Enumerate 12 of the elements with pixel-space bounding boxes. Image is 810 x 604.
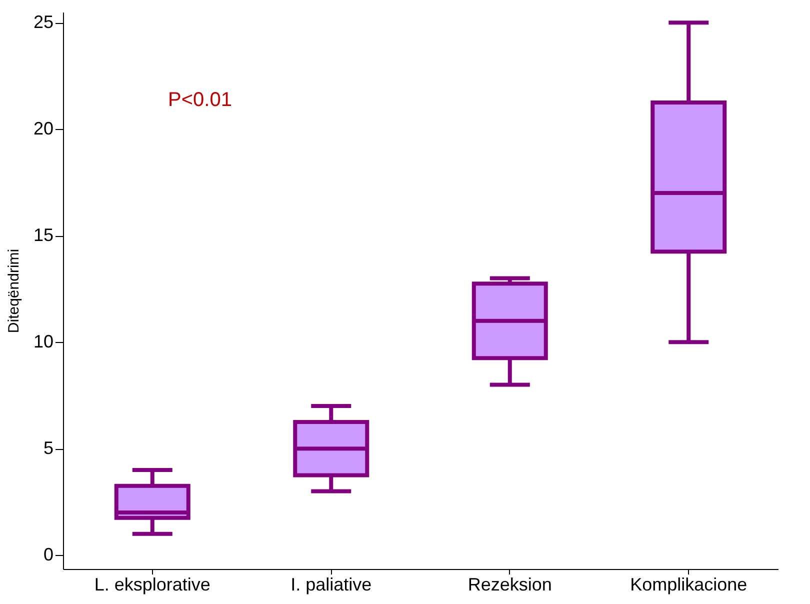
x-tick-label: I. paliative bbox=[290, 574, 372, 594]
annotation: P<0.01 bbox=[168, 89, 232, 111]
y-axis-title: Diteqëndrimi bbox=[5, 248, 22, 334]
y-tick-label: 20 bbox=[33, 118, 54, 139]
x-tick-label: L. eksplorative bbox=[94, 574, 210, 594]
y-tick-label: 25 bbox=[33, 12, 54, 32]
y-tick-label: 15 bbox=[33, 225, 54, 246]
y-tick-label: 5 bbox=[43, 438, 54, 458]
y-tick-label: 10 bbox=[33, 332, 54, 352]
x-tick-label: Komplikacione bbox=[630, 574, 748, 594]
y-tick-label: 0 bbox=[43, 544, 54, 565]
x-tick-label: Rezeksion bbox=[468, 574, 552, 594]
